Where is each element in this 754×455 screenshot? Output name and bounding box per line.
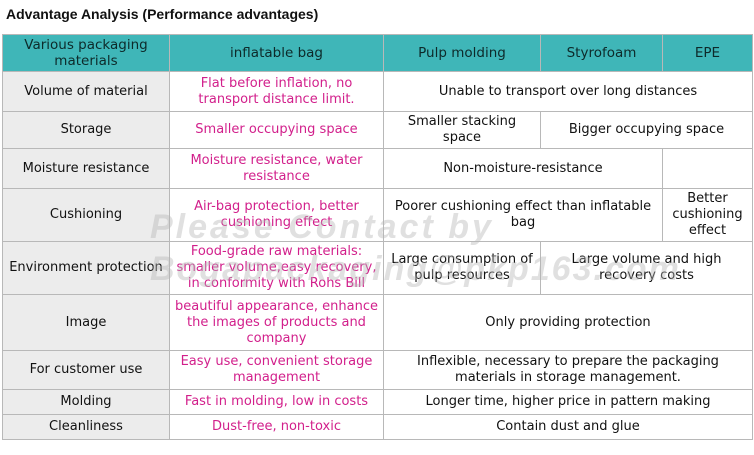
header-materials: Various packaging materials	[2, 34, 170, 72]
table-row: For customer use Easy use, convenient st…	[2, 350, 753, 390]
inflatable-cell: Fast in molding, low in costs	[169, 389, 384, 415]
comparison-table: Various packaging materials inflatable b…	[2, 34, 753, 440]
row-label: Cushioning	[2, 188, 170, 242]
empty-cell	[662, 148, 753, 189]
page-title: Advantage Analysis (Performance advantag…	[6, 6, 319, 22]
others-cell: Inflexible, necessary to prepare the pac…	[383, 350, 753, 390]
inflatable-cell: Air-bag protection, better cushioning ef…	[169, 188, 384, 242]
others-cell: Unable to transport over long distances	[383, 71, 753, 112]
pulp-cell: Large consumption of pulp resources	[383, 241, 541, 295]
others-cell: Contain dust and glue	[383, 414, 753, 440]
row-label: Cleanliness	[2, 414, 170, 440]
row-label: Moisture resistance	[2, 148, 170, 189]
row-label: Image	[2, 294, 170, 351]
table-row: Molding Fast in molding, low in costs Lo…	[2, 389, 753, 415]
epe-cell: Better cushioning effect	[662, 188, 753, 242]
pulp-cell: Smaller stacking space	[383, 111, 541, 149]
header-pulp-molding: Pulp molding	[383, 34, 541, 72]
others-cell: Only providing protection	[383, 294, 753, 351]
inflatable-cell: Food-grade raw materials: smaller volume…	[169, 241, 384, 295]
inflatable-cell: beautiful appearance, enhance the images…	[169, 294, 384, 351]
table-row: Image beautiful appearance, enhance the …	[2, 294, 753, 351]
header-epe: EPE	[662, 34, 753, 72]
inflatable-cell: Easy use, convenient storage management	[169, 350, 384, 390]
row-label: Molding	[2, 389, 170, 415]
row-label: For customer use	[2, 350, 170, 390]
others-cell: Non-moisture-resistance	[383, 148, 663, 189]
inflatable-cell: Flat before inflation, no transport dist…	[169, 71, 384, 112]
inflatable-cell: Moisture resistance, water resistance	[169, 148, 384, 189]
row-label: Volume of material	[2, 71, 170, 112]
table-row: Storage Smaller occupying space Smaller …	[2, 111, 753, 149]
table-row: Volume of material Flat before inflation…	[2, 71, 753, 112]
styro-epe-cell: Large volume and high recovery costs	[540, 241, 753, 295]
inflatable-cell: Dust-free, non-toxic	[169, 414, 384, 440]
header-inflatable-bag: inflatable bag	[169, 34, 384, 72]
row-label: Environment protection	[2, 241, 170, 295]
styro-epe-cell: Bigger occupying space	[540, 111, 753, 149]
header-styrofoam: Styrofoam	[540, 34, 663, 72]
table-row: Environment protection Food-grade raw ma…	[2, 241, 753, 295]
header-row: Various packaging materials inflatable b…	[2, 34, 753, 72]
table-row: Moisture resistance Moisture resistance,…	[2, 148, 753, 189]
table-row: Cushioning Air-bag protection, better cu…	[2, 188, 753, 242]
row-label: Storage	[2, 111, 170, 149]
inflatable-cell: Smaller occupying space	[169, 111, 384, 149]
pulp-styro-cell: Poorer cushioning effect than inflatable…	[383, 188, 663, 242]
others-cell: Longer time, higher price in pattern mak…	[383, 389, 753, 415]
table-row: Cleanliness Dust-free, non-toxic Contain…	[2, 414, 753, 440]
